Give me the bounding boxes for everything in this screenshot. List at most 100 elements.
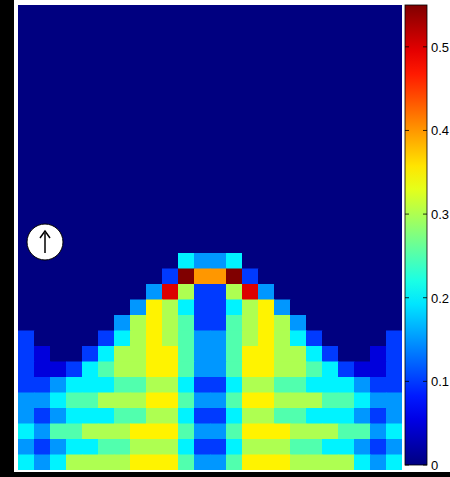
heatmap-cell [274,222,291,238]
heatmap-cell [210,176,227,192]
heatmap-cell [146,331,163,347]
heatmap-cell [146,67,163,83]
colorbar-tick [405,297,409,298]
heatmap-cell [338,424,355,440]
heatmap-cell [130,253,147,269]
heatmap-cell [194,129,211,145]
heatmap-cell [242,52,259,68]
heatmap-cell [130,52,147,68]
heatmap-cell [338,408,355,424]
heatmap-cell [290,52,307,68]
heatmap-cell [274,424,291,440]
heatmap-cell [34,160,51,176]
heatmap-cell [98,393,115,409]
heatmap-cell [210,207,227,223]
heatmap-cell [34,300,51,316]
heatmap-cell [210,455,227,471]
heatmap-cell [18,393,35,409]
heatmap-cell [114,176,131,192]
heatmap-cell [386,455,402,471]
heatmap-cell [178,222,195,238]
heatmap-cell [66,377,83,393]
heatmap-cell [98,176,115,192]
heatmap-cell [130,176,147,192]
heatmap-cell [34,52,51,68]
heatmap-cell [178,424,195,440]
heatmap-cell [274,5,291,21]
heatmap-cell [66,362,83,378]
heatmap-cell [290,21,307,37]
heatmap-cell [34,315,51,331]
heatmap-cell [82,346,99,362]
heatmap-cell [242,408,259,424]
heatmap-cell [322,129,339,145]
heatmap-cell [66,222,83,238]
heatmap-cell [306,331,323,347]
heatmap-cell [274,191,291,207]
heatmap-cell [370,83,387,99]
heatmap-cell [18,253,35,269]
heatmap-cell [114,129,131,145]
heatmap-cell [306,5,323,21]
heatmap-cell [66,98,83,114]
heatmap-cell [322,393,339,409]
heatmap-cell [34,21,51,37]
heatmap-cell [258,160,275,176]
heatmap-cell [322,52,339,68]
heatmap-cell [66,145,83,161]
heatmap-cell [194,160,211,176]
heatmap-cell [146,362,163,378]
heatmap-cell [242,129,259,145]
heatmap-cell [354,129,371,145]
heatmap-cell [274,284,291,300]
colorbar-tick-label: 0 [431,458,438,473]
heatmap-cell [322,222,339,238]
heatmap-cell [370,67,387,83]
heatmap-cell [290,129,307,145]
heatmap-cell [210,393,227,409]
heatmap-cell [114,424,131,440]
heatmap-cell [274,362,291,378]
heatmap-cell [82,331,99,347]
heatmap-cell [370,98,387,114]
heatmap-cell [242,21,259,37]
heatmap-cell [306,377,323,393]
heatmap-cell [338,362,355,378]
heatmap-cell [386,300,402,316]
heatmap-cell [162,52,179,68]
colorbar-tick [405,381,409,382]
heatmap-cell [258,191,275,207]
heatmap-cell [66,455,83,471]
heatmap-cell [210,315,227,331]
heatmap-cell [370,114,387,130]
heatmap-cell [162,129,179,145]
colorbar [405,5,427,465]
heatmap-cell [130,145,147,161]
heatmap-cell [274,346,291,362]
heatmap-cell [114,393,131,409]
heatmap-cell [130,98,147,114]
heatmap-cell [162,315,179,331]
heatmap-cell [178,408,195,424]
heatmap-cell [18,36,35,52]
heatmap-cell [354,114,371,130]
heatmap-cell [322,331,339,347]
heatmap-cell [66,393,83,409]
heatmap-cell [258,284,275,300]
heatmap-cell [338,284,355,300]
heatmap-cell [178,207,195,223]
heatmap-cell [290,377,307,393]
heatmap-cell [194,455,211,471]
heatmap-cell [130,300,147,316]
heatmap-cell [18,331,35,347]
heatmap-cell [50,36,67,52]
heatmap-cell [98,67,115,83]
heatmap-cell [242,362,259,378]
heatmap-cell [50,331,67,347]
heatmap-cell [258,36,275,52]
heatmap-cell [226,129,243,145]
heatmap-cell [274,98,291,114]
heatmap-cell [146,145,163,161]
heatmap-cell [82,284,99,300]
heatmap-cell [258,222,275,238]
